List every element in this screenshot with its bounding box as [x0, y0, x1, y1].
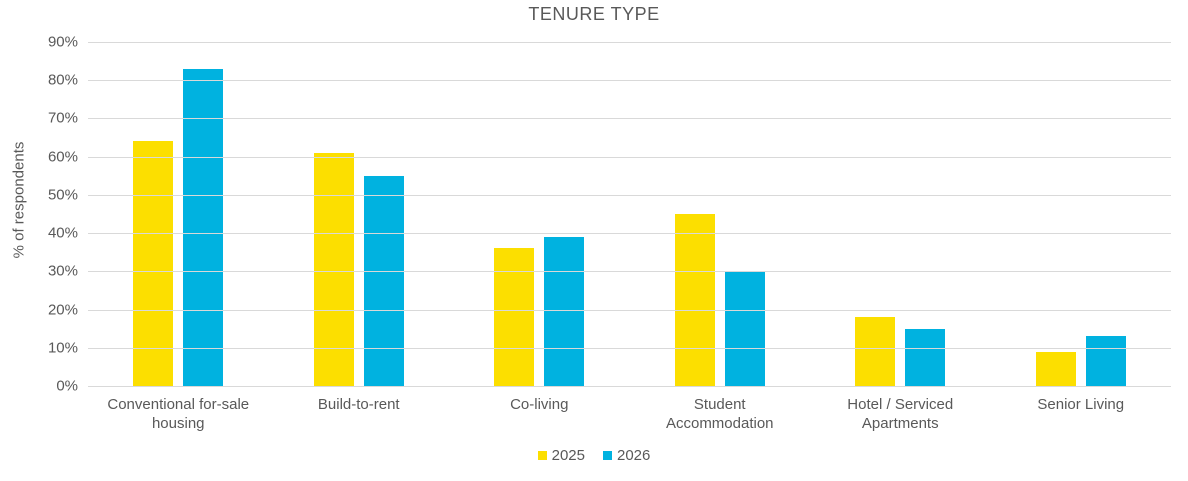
y-tick-label: 80% [47, 71, 78, 89]
y-tick-label: 30% [47, 262, 78, 280]
x-label-cell: Co-living [449, 395, 630, 433]
chart-title: TENURE TYPE [528, 4, 660, 24]
gridline-70% [88, 118, 1171, 120]
legend-item-2025: 2025 [537, 447, 585, 464]
bar-2025-hotel-serviced-apartments [855, 317, 896, 386]
bar-2026-build-to-rent [363, 175, 404, 386]
bar-2025-co-living [494, 248, 535, 386]
bar-2026-senior-living [1085, 336, 1126, 386]
bar-2026-student-accommodation [724, 271, 765, 386]
legend-swatch-2025 [537, 451, 547, 460]
bar-group-senior-living [991, 42, 1172, 386]
gridline-80% [88, 80, 1171, 82]
legend-swatch-2026 [603, 451, 612, 460]
category-label-build-to-rent: Build-to-rent [317, 396, 400, 413]
legend-label-2026: 2026 [617, 447, 651, 464]
gridline-20% [88, 309, 1171, 311]
bar-group-co-living [449, 42, 630, 386]
category-label-conventional-for-sale-housing: Conventional for-sale housing [107, 396, 250, 432]
y-tick-label: 60% [47, 148, 78, 166]
category-label-student-accommodation: Student Accommodation [665, 396, 774, 432]
x-label-cell: Build-to-rent [269, 395, 450, 433]
bar-group-hotel-serviced-apartments [810, 42, 991, 386]
bar-2025-student-accommodation [674, 214, 715, 386]
y-tick-label: 70% [47, 109, 78, 127]
bar-2025-build-to-rent [313, 152, 354, 386]
bar-2025-conventional-for-sale-housing [133, 141, 174, 386]
x-label-cell: Senior Living [991, 395, 1172, 433]
gridline-90% [88, 42, 1171, 43]
x-label-cell: Student Accommodation [630, 395, 811, 433]
legend-item-2026: 2026 [603, 447, 650, 464]
y-tick-label: 0% [56, 377, 78, 395]
legend: 2025 2026 [0, 447, 1188, 464]
x-label-cell: Conventional for-sale housing [88, 395, 269, 433]
plot-area: 0% 10% 20% 30% 40% 50% 60% 70% 80% 90% [48, 34, 1171, 395]
legend-label-2025: 2025 [551, 447, 585, 464]
x-axis-labels: Conventional for-sale housing Build-to-re… [88, 395, 1171, 433]
bar-2026-conventional-for-sale-housing [183, 68, 224, 386]
y-tick-label: 50% [47, 186, 78, 204]
y-tick-label: 90% [47, 33, 78, 51]
gridline-10% [88, 347, 1171, 349]
gridline-30% [88, 271, 1171, 273]
bar-2026-hotel-serviced-apartments [905, 328, 946, 386]
gridline-40% [88, 233, 1171, 235]
gridline-60% [88, 156, 1171, 158]
bar-group-build-to-rent [269, 42, 450, 386]
category-label-hotel-serviced-apartments: Hotel / Serviced Apartments [847, 396, 954, 432]
bars-row [88, 42, 1171, 386]
bar-2025-senior-living [1035, 351, 1076, 386]
bar-group-student-accommodation [630, 42, 811, 386]
category-label-co-living: Co-living [510, 396, 569, 413]
y-tick-label: 10% [47, 339, 78, 357]
x-label-cell: Hotel / Serviced Apartments [810, 395, 991, 433]
gridline-50% [88, 194, 1171, 196]
gridline-0% [88, 386, 1171, 387]
y-tick-label: 20% [47, 301, 78, 319]
category-label-senior-living: Senior Living [1037, 396, 1125, 413]
y-tick-label: 40% [47, 224, 78, 242]
bar-group-conventional-for-sale-housing [88, 42, 269, 386]
bar-2026-co-living [544, 236, 585, 386]
